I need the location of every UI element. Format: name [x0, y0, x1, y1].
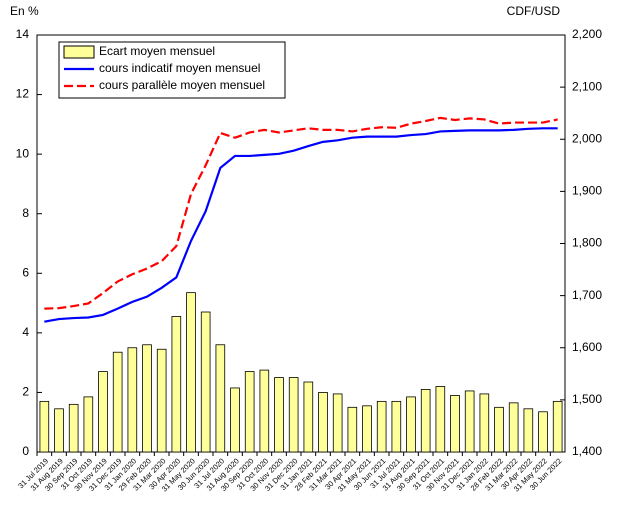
bar — [244, 371, 255, 453]
bar — [435, 386, 446, 453]
bar — [274, 377, 284, 453]
bar — [186, 292, 196, 453]
line — [44, 127, 558, 323]
y-tick-label: 2 — [22, 385, 29, 399]
y2-tick-label: 2,100 — [572, 79, 602, 93]
bar — [288, 377, 299, 453]
bar — [112, 351, 123, 453]
bar — [156, 348, 167, 453]
y2-axis-label: CDF/USD — [507, 4, 561, 18]
bar — [347, 406, 358, 453]
y2-tick-label: 1,400 — [572, 444, 602, 458]
bar — [406, 396, 416, 453]
y2-tick-label: 2,200 — [572, 27, 602, 41]
bar — [420, 389, 431, 453]
y-axis-label: En % — [10, 4, 39, 18]
y2-tick-label: 1,800 — [572, 236, 602, 250]
legend-label: Ecart moyen mensuel — [99, 44, 215, 58]
bar — [376, 400, 387, 453]
bar — [68, 403, 79, 453]
bar — [230, 387, 240, 453]
bar — [362, 405, 372, 453]
bar — [318, 392, 328, 453]
bar — [479, 393, 490, 453]
y-tick-label: 8 — [22, 206, 29, 220]
legend-box — [58, 41, 286, 99]
bar — [54, 408, 64, 453]
bar — [39, 400, 50, 453]
bar — [83, 396, 94, 453]
bar — [259, 369, 270, 453]
legend-label: cours parallèle moyen mensuel — [99, 78, 265, 92]
y-tick-label: 12 — [16, 87, 30, 101]
legend-swatch — [63, 45, 95, 59]
bar — [538, 411, 548, 453]
bar — [215, 344, 226, 453]
bar — [303, 381, 314, 453]
bar — [552, 400, 563, 453]
y-tick-label: 4 — [22, 325, 29, 339]
bar — [127, 347, 138, 453]
bar — [142, 344, 152, 453]
y-tick-label: 14 — [16, 27, 30, 41]
bar — [332, 393, 343, 453]
y2-tick-label: 1,700 — [572, 288, 602, 302]
y-tick-label: 6 — [22, 265, 29, 279]
bar — [200, 311, 211, 453]
y2-tick-label: 1,500 — [572, 392, 602, 406]
line — [44, 116, 558, 310]
bar — [464, 390, 475, 453]
y-tick-label: 0 — [22, 444, 29, 458]
bar — [391, 400, 402, 453]
bar — [494, 406, 504, 453]
y-tick-label: 10 — [16, 146, 30, 160]
bar — [450, 395, 460, 453]
bar — [523, 408, 534, 453]
y2-tick-label: 2,000 — [572, 131, 602, 145]
y2-tick-label: 1,900 — [572, 184, 602, 198]
bar — [171, 316, 182, 453]
legend-label: cours indicatif moyen mensuel — [99, 61, 260, 75]
bar — [508, 402, 519, 453]
y2-tick-label: 1,600 — [572, 340, 602, 354]
bar — [98, 371, 108, 453]
